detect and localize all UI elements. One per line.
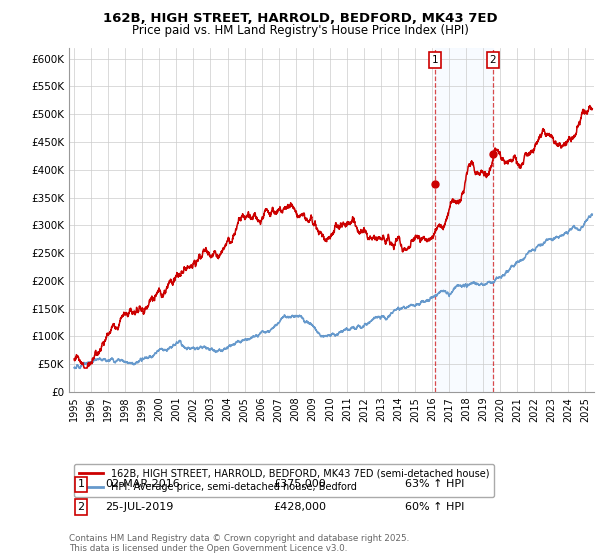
Text: 63% ↑ HPI: 63% ↑ HPI: [405, 479, 464, 489]
Text: 1: 1: [431, 55, 438, 66]
Text: Contains HM Land Registry data © Crown copyright and database right 2025.
This d: Contains HM Land Registry data © Crown c…: [69, 534, 409, 553]
Text: 02-MAR-2016: 02-MAR-2016: [105, 479, 180, 489]
Bar: [435, 48, 493, 392]
Text: 2: 2: [490, 55, 496, 66]
Text: £375,000: £375,000: [273, 479, 326, 489]
Legend: 162B, HIGH STREET, HARROLD, BEDFORD, MK43 7ED (semi-detached house), HPI: Averag: 162B, HIGH STREET, HARROLD, BEDFORD, MK4…: [74, 464, 494, 497]
Text: 1: 1: [77, 479, 85, 489]
Text: 162B, HIGH STREET, HARROLD, BEDFORD, MK43 7ED: 162B, HIGH STREET, HARROLD, BEDFORD, MK4…: [103, 12, 497, 25]
Text: 25-JUL-2019: 25-JUL-2019: [105, 502, 173, 512]
Text: £428,000: £428,000: [273, 502, 326, 512]
Text: Price paid vs. HM Land Registry's House Price Index (HPI): Price paid vs. HM Land Registry's House …: [131, 24, 469, 36]
Text: 2: 2: [77, 502, 85, 512]
Text: 60% ↑ HPI: 60% ↑ HPI: [405, 502, 464, 512]
